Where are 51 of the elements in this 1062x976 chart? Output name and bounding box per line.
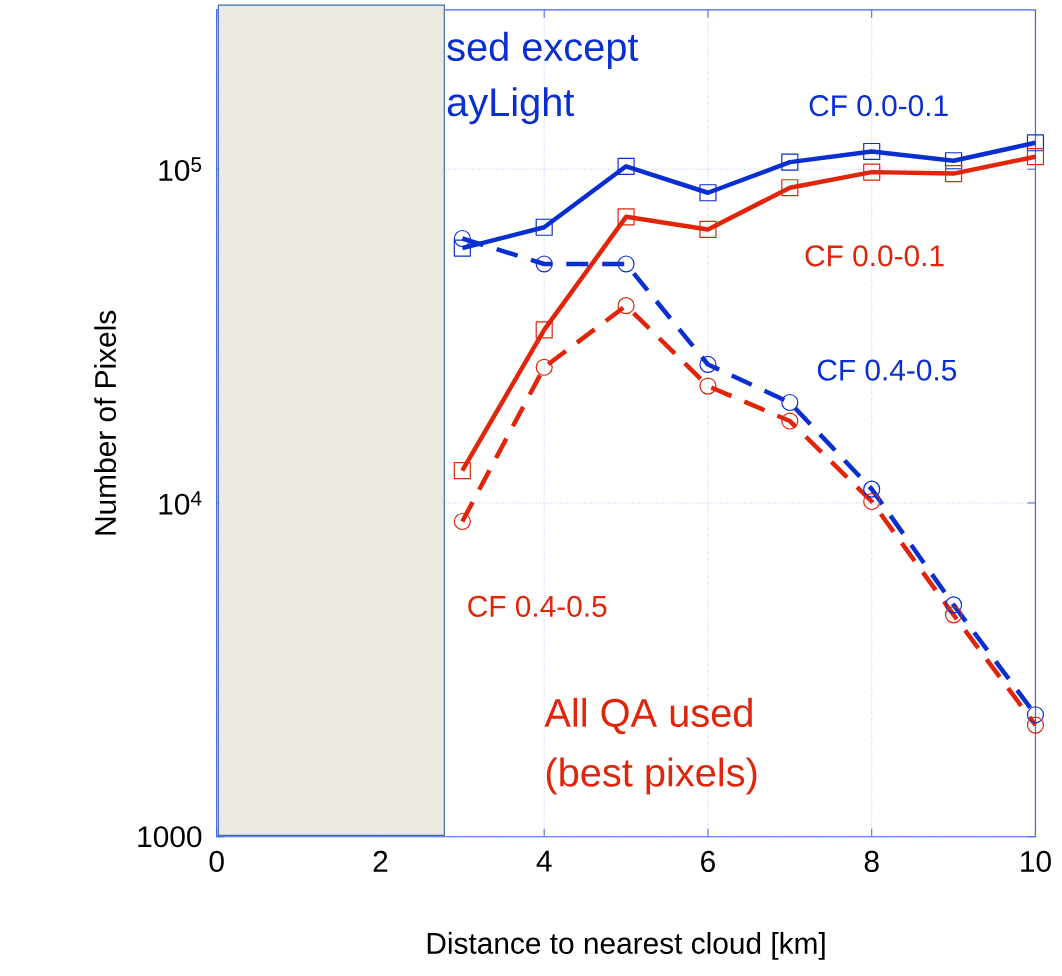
y-tick-label: 10$^{4}$ [159,491,202,516]
x-tick-label: 2 [373,851,388,872]
point [699,184,717,202]
point [1026,134,1045,152]
point [699,221,717,239]
point [781,153,799,171]
point [453,230,471,248]
y-tick-label: 1000 [138,826,202,848]
point [945,152,963,170]
point [781,179,799,197]
point [535,218,553,237]
text: CF 0.4-0.5 [468,596,607,618]
x-tick-label: 8 [864,851,879,873]
point [617,157,635,176]
point [535,255,553,273]
series-label: CF 0.4-0.5 [817,359,957,381]
point [453,462,471,480]
point [781,394,799,412]
point [863,480,881,498]
x-tick-label: 6 [701,851,715,873]
x-axis-title: Distance to nearest cloud [km] [427,932,825,961]
point [699,356,717,374]
point [1026,706,1045,724]
series-label: CF 0.0-0.1 [809,95,948,117]
point [453,239,471,257]
point [945,165,963,183]
point [1026,716,1045,734]
point [781,412,799,430]
point [945,606,963,624]
point [617,208,635,226]
annotation: (best pixels) [546,757,757,795]
point [535,321,553,339]
y-tick-label: 10$^{5}$ [159,157,202,182]
point [535,358,553,377]
point [945,596,963,614]
point [1026,148,1045,166]
x-tick-label: 10 [1021,851,1051,873]
y-axis-title: Number of Pixels [94,311,117,535]
point [453,513,471,531]
point [863,143,881,161]
point [863,163,881,181]
series-label: CF 0.0-0.1 [805,245,944,267]
x-tick-label: 0 [209,851,224,873]
annotation: sed except [447,32,639,70]
annotation: All QA used [544,698,752,735]
point [617,297,635,315]
annotation: ayLight [447,87,575,125]
point [699,377,717,395]
point [863,493,881,511]
x-tick-label: 4 [536,851,552,872]
point [617,255,635,273]
